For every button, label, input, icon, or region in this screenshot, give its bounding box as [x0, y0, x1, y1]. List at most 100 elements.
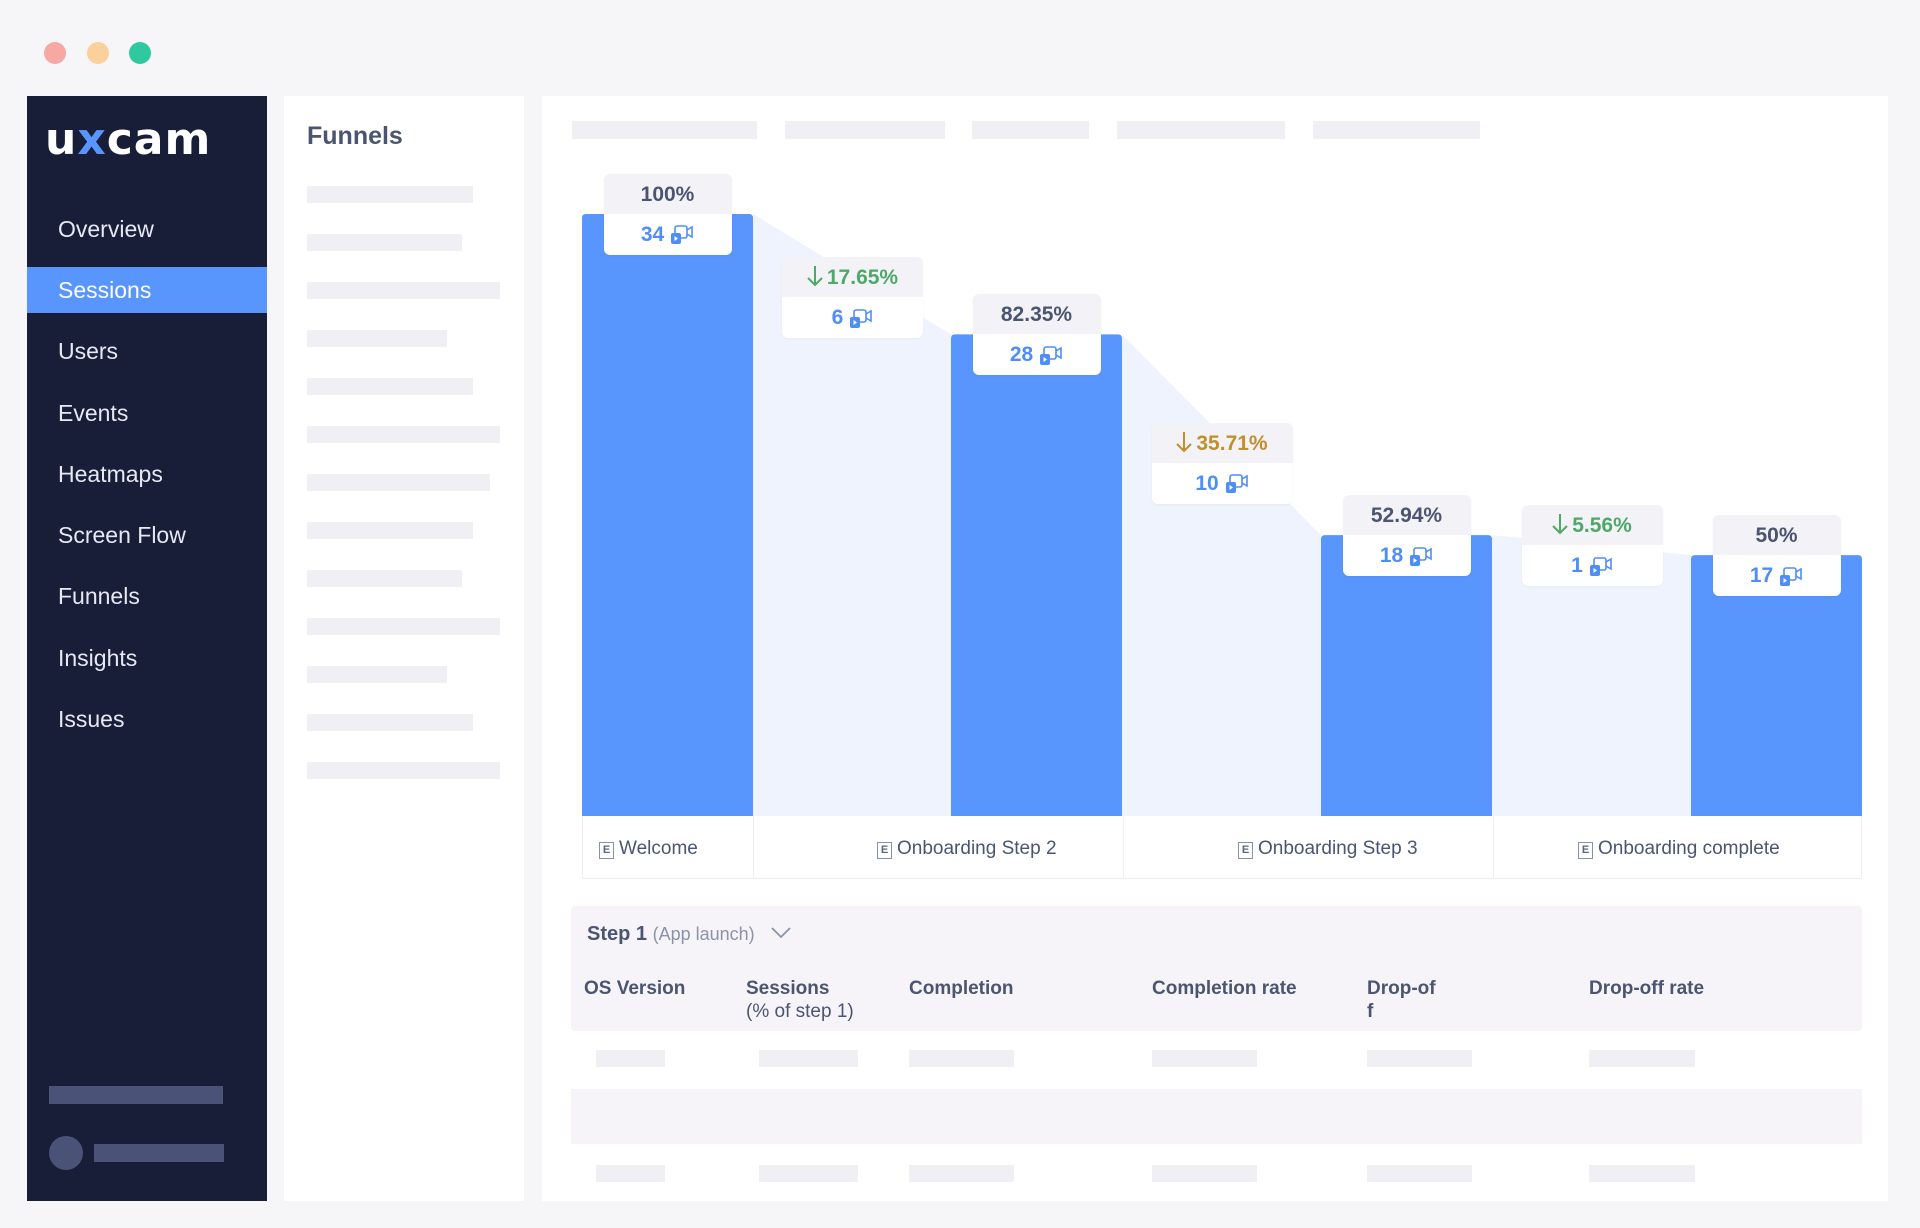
header-text-wrap: f	[1367, 1001, 1374, 1022]
filter-placeholder	[972, 121, 1089, 139]
session-count: 10	[1195, 471, 1219, 495]
minimize-window-button[interactable]	[87, 42, 109, 64]
funnel-list-placeholder	[307, 762, 500, 779]
dropoff-label[interactable]: 35.71% 10	[1151, 422, 1293, 504]
uxcam-logo[interactable]: uxcam	[45, 114, 211, 165]
session-count: 1	[1571, 554, 1583, 578]
video-recording-icon	[1410, 546, 1432, 566]
table-cell-placeholder	[1367, 1165, 1472, 1182]
arrow-down-icon	[1552, 514, 1568, 535]
funnel-list-placeholder	[307, 570, 462, 587]
column-header-os-version[interactable]: OS Version	[584, 977, 685, 1000]
step-label[interactable]: 82.35% 28	[972, 294, 1101, 376]
step-selector[interactable]: Step 1 (App launch)	[587, 923, 792, 946]
arrow-down-icon	[807, 266, 823, 287]
step-count: 18	[1342, 535, 1471, 577]
step-label-onboarding-step-2[interactable]: E Onboarding Step 2	[877, 838, 1057, 860]
dropoff-label[interactable]: 5.56% 1	[1521, 505, 1663, 587]
funnel-chart	[582, 214, 1862, 816]
step-label[interactable]: 50% 17	[1712, 515, 1841, 597]
funnel-list-placeholder	[307, 378, 473, 395]
step-count: 28	[972, 334, 1101, 376]
step-percent: 100%	[603, 174, 732, 214]
table-cell-placeholder	[1367, 1050, 1472, 1067]
sidebar-item-insights[interactable]: Insights	[58, 645, 138, 671]
table-cell-placeholder	[759, 1050, 858, 1067]
table-cell-placeholder	[1589, 1050, 1695, 1067]
header-text: Sessions	[746, 978, 830, 999]
step-count: 34	[603, 214, 732, 255]
step-percent: 52.94%	[1342, 495, 1471, 536]
dropoff-percent: 5.56%	[1521, 505, 1663, 546]
funnel-list-placeholder	[307, 714, 473, 731]
breakdown-header	[571, 906, 1862, 1031]
funnel-list-placeholder	[307, 666, 447, 683]
table-cell-placeholder	[596, 1050, 665, 1067]
table-cell-placeholder	[1589, 1165, 1695, 1182]
step-name: Onboarding Step 2	[897, 838, 1057, 859]
step-label[interactable]: 52.94% 18	[1342, 495, 1471, 577]
header-subtext: (% of step 1)	[746, 1001, 854, 1022]
event-icon: E	[1238, 842, 1253, 859]
step-label[interactable]: 100% 34	[603, 174, 732, 255]
panel-title: Funnels	[307, 122, 403, 150]
session-count: 17	[1749, 564, 1774, 588]
session-count: 18	[1379, 544, 1404, 568]
table-cell-placeholder	[759, 1165, 858, 1182]
step-cell	[1123, 816, 1494, 878]
avatar[interactable]	[49, 1136, 83, 1170]
table-cell-placeholder	[596, 1165, 665, 1182]
dropoff-percent-text: 17.65%	[826, 266, 899, 290]
sidebar-item-heatmaps[interactable]: Heatmaps	[58, 461, 163, 487]
sidebar-item-sessions[interactable]: Sessions	[27, 267, 267, 313]
column-header-completion-rate[interactable]: Completion rate	[1152, 977, 1297, 1000]
funnel-list-placeholder	[307, 234, 462, 251]
column-header-completion[interactable]: Completion	[909, 977, 1014, 1000]
table-cell-placeholder	[909, 1165, 1014, 1182]
event-icon: E	[1578, 842, 1593, 859]
funnels-list-panel: Funnels	[284, 96, 524, 1201]
video-recording-icon	[1589, 556, 1612, 576]
funnel-list-placeholder	[307, 330, 447, 347]
video-recording-icon	[1780, 566, 1802, 586]
column-header-sessions[interactable]: Sessions (% of step 1)	[746, 977, 854, 1023]
dropoff-area	[1122, 334, 1321, 816]
column-header-drop-off-rate[interactable]: Drop-off rate	[1589, 977, 1704, 1000]
logo-text-accent: x	[77, 114, 107, 165]
sidebar-item-issues[interactable]: Issues	[58, 706, 125, 732]
header-text: Drop-of	[1367, 978, 1436, 999]
funnel-list-placeholder	[307, 618, 500, 635]
filter-placeholder	[785, 121, 945, 139]
maximize-window-button[interactable]	[129, 42, 151, 64]
step-label-welcome[interactable]: E Welcome	[599, 838, 698, 860]
funnel-bar	[951, 334, 1122, 816]
sidebar-item-funnels[interactable]: Funnels	[58, 583, 140, 609]
step-label-onboarding-complete[interactable]: E Onboarding complete	[1578, 838, 1780, 860]
filter-placeholder	[1313, 121, 1480, 139]
step-label-onboarding-step-3[interactable]: E Onboarding Step 3	[1238, 838, 1418, 860]
header-text: Completion	[909, 978, 1014, 999]
dropoff-percent-text: 35.71%	[1196, 431, 1268, 455]
step-event-name: (App launch)	[652, 924, 755, 944]
step-percent: 50%	[1712, 515, 1841, 556]
dropoff-count: 1	[1521, 545, 1663, 587]
column-header-drop-off[interactable]: Drop-of f	[1367, 977, 1436, 1023]
session-count: 28	[1009, 343, 1034, 367]
step-name: Welcome	[619, 838, 698, 859]
sidebar-item-events[interactable]: Events	[58, 400, 129, 426]
step-number: Step 1	[587, 923, 648, 945]
funnel-list-placeholder	[307, 474, 490, 491]
event-icon: E	[599, 842, 614, 859]
close-window-button[interactable]	[44, 42, 66, 64]
video-recording-icon	[1225, 474, 1248, 494]
sidebar-item-screen-flow[interactable]: Screen Flow	[58, 522, 186, 548]
filter-placeholder	[1117, 121, 1285, 139]
sidebar-item-overview[interactable]: Overview	[58, 216, 154, 242]
dropoff-percent: 35.71%	[1151, 422, 1293, 463]
dropoff-label[interactable]: 17.65% 6	[782, 257, 923, 339]
funnel-list-placeholder	[307, 282, 500, 299]
event-icon: E	[877, 842, 892, 859]
sidebar-item-users[interactable]: Users	[58, 338, 119, 364]
funnel-step-row	[582, 816, 1862, 879]
sidebar-placeholder	[49, 1086, 223, 1104]
